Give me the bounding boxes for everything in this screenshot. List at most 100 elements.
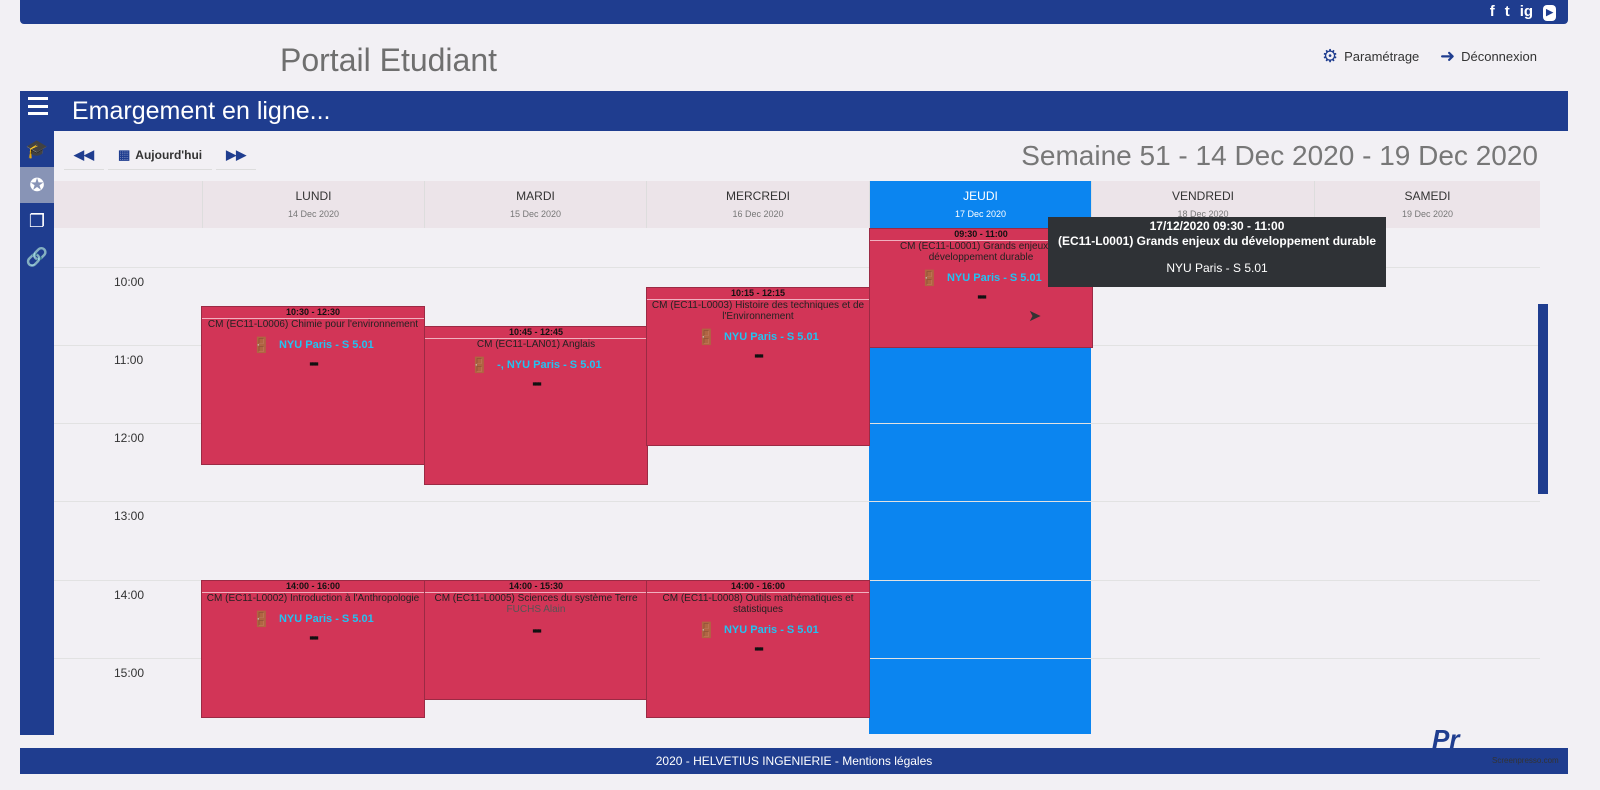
event-room: NYU Paris - S 5.01: [278, 613, 374, 625]
course-event[interactable]: 10:30 - 12:30 CM (EC11-L0006) Chimie pou…: [201, 306, 425, 465]
day-date: 14 Dec 2020: [287, 209, 340, 219]
event-time: 10:15 - 12:15: [647, 288, 869, 300]
course-event[interactable]: 10:45 - 12:45 CM (EC11-LAN01) Anglais 🚪 -…: [424, 326, 648, 485]
tooltip-datetime: 17/12/2020 09:30 - 11:00: [1149, 219, 1285, 233]
day-name: JEUDI: [963, 189, 998, 203]
footer: 2020 - HELVETIUS INGENIERIE - Mentions l…: [20, 748, 1568, 774]
logout-label: Déconnexion: [1461, 49, 1537, 64]
classroom-icon: ▪▪▪: [977, 289, 987, 304]
day-name: MARDI: [516, 189, 555, 203]
time-label: 11:00: [114, 353, 144, 367]
screenpresso-logo-icon: Pr: [1432, 724, 1460, 754]
event-time: 14:00 - 16:00: [647, 581, 869, 593]
instagram-icon[interactable]: ig: [1519, 3, 1534, 20]
menu-icon[interactable]: [28, 97, 48, 115]
course-event[interactable]: 14:00 - 16:00 CM (EC11-L0008) Outils mat…: [646, 580, 870, 718]
tooltip-room: NYU Paris - S 5.01: [1166, 261, 1268, 275]
time-label: 12:00: [114, 431, 145, 445]
page-title: Portail Etudiant: [280, 42, 498, 78]
tooltip-title: (EC11-L0001) Grands enjeux du développem…: [1057, 234, 1377, 248]
event-title: CM (EC11-L0006) Chimie pour l'environnem…: [207, 319, 419, 330]
event-room: NYU Paris - S 5.01: [723, 331, 819, 343]
calendar-toolbar: ◀◀ ▦ Aujourd'hui ▶▶: [64, 140, 257, 170]
classroom-icon: ▪▪▪: [532, 623, 542, 638]
event-room: NYU Paris - S 5.01: [723, 624, 819, 636]
today-label: Aujourd'hui: [135, 147, 203, 162]
event-title: CM (EC11-L0002) Introduction à l'Anthrop…: [206, 593, 420, 604]
classroom-icon: ▪▪▪: [754, 641, 764, 656]
course-event[interactable]: 14:00 - 16:00 CM (EC11-L0002) Introducti…: [201, 580, 425, 718]
event-room: NYU Paris - S 5.01: [278, 339, 374, 351]
day-date: 18 Dec 2020: [1177, 209, 1229, 219]
time-label: 14:00: [114, 588, 145, 602]
course-event[interactable]: 10:15 - 12:15 CM (EC11-L0003) Histoire d…: [646, 287, 870, 446]
event-room: -, NYU Paris - S 5.01: [497, 359, 602, 371]
time-label: 10:00: [114, 275, 145, 289]
classroom-icon: ▪▪▪: [309, 356, 319, 371]
event-time: 10:45 - 12:45: [425, 327, 647, 339]
link-icon[interactable]: 🔗: [25, 246, 49, 267]
classroom-icon: ▪▪▪: [532, 376, 542, 391]
next-week-button[interactable]: ▶▶: [216, 140, 257, 170]
event-title: CM (EC11-L0008) Outils mathématiques et …: [662, 593, 854, 615]
event-time: 10:30 - 12:30: [202, 307, 424, 319]
gear-icon: ⚙: [1322, 46, 1339, 66]
top-bar: f t ig ▶: [20, 0, 1568, 24]
scrollbar[interactable]: [1538, 304, 1548, 494]
logout-icon: ➜: [1440, 46, 1456, 66]
event-title: CM (EC11-L0003) Histoire des techniques …: [651, 300, 865, 322]
day-name: LUNDI: [295, 189, 332, 203]
event-time: 14:00 - 16:00: [202, 581, 424, 593]
watermark-text: Screenpresso.com: [1492, 756, 1559, 765]
facebook-icon[interactable]: f: [1489, 3, 1495, 20]
day-date: 15 Dec 2020: [509, 209, 562, 219]
event-title: CM (EC11-LAN01) Anglais: [476, 339, 596, 350]
event-title: CM (EC11-L0005) Sciences du système Terr…: [434, 593, 638, 604]
time-label: 13:00: [114, 509, 145, 523]
app-title: Emargement en ligne...: [72, 97, 331, 125]
twitter-icon[interactable]: t: [1504, 3, 1510, 20]
documents-icon[interactable]: ❐: [28, 210, 46, 231]
app-bar: Emargement en ligne...: [20, 91, 1568, 131]
day-header-wednesday: MERCREDI 16 Dec 2020: [646, 181, 869, 228]
tooltip-spacer: [1048, 249, 1386, 261]
hour-line: [54, 267, 1540, 268]
door-icon: 🚪: [470, 357, 490, 374]
event-title: CM (EC11-L0001) Grands enjeux du dévelop…: [899, 241, 1063, 263]
door-icon: 🚪: [252, 611, 271, 628]
settings-link[interactable]: ⚙ Paramétrage: [1322, 46, 1419, 67]
time-label: 15:00: [114, 666, 145, 680]
day-header-monday: LUNDI 14 Dec 2020: [202, 181, 424, 228]
door-icon: 🚪: [920, 270, 939, 287]
day-date: 19 Dec 2020: [1401, 209, 1454, 219]
event-tooltip: 17/12/2020 09:30 - 11:00 (EC11-L0001) Gr…: [1048, 217, 1386, 287]
calendar-icon: ▦: [118, 146, 131, 162]
prev-week-button[interactable]: ◀◀: [64, 140, 104, 170]
day-date: 17 Dec 2020: [954, 209, 1007, 219]
settings-label: Paramétrage: [1344, 49, 1420, 64]
youtube-icon[interactable]: ▶: [1543, 5, 1556, 21]
door-icon: 🚪: [697, 329, 716, 346]
day-header-tuesday: MARDI 15 Dec 2020: [424, 181, 646, 228]
event-room: NYU Paris - S 5.01: [946, 272, 1042, 284]
today-button[interactable]: ▦ Aujourd'hui: [108, 140, 213, 170]
watermark: Pr Screenpresso.com: [1432, 716, 1562, 774]
day-name: VENDREDI: [1171, 189, 1234, 203]
week-title: Semaine 51 - 14 Dec 2020 - 19 Dec 2020: [1021, 140, 1538, 171]
header: Portail Etudiant ⚙ Paramétrage ➜ Déconne…: [20, 24, 1568, 91]
day-name: SAMEDI: [1404, 189, 1451, 203]
event-time: 09:30 - 11:00: [870, 229, 1092, 241]
logout-link[interactable]: ➜ Déconnexion: [1440, 46, 1537, 67]
hour-line: [54, 501, 1540, 502]
classroom-icon: ▪▪▪: [309, 630, 319, 645]
calendar-head-corner: [54, 181, 202, 228]
event-time: 14:00 - 15:30: [425, 581, 647, 593]
student-cap-icon[interactable]: 🎓: [25, 138, 49, 159]
course-event[interactable]: 14:00 - 15:30 CM (EC11-L0005) Sciences d…: [424, 580, 648, 700]
day-date: 16 Dec 2020: [732, 209, 784, 219]
side-nav: 🎓 ✪ ❐ 🔗: [20, 131, 54, 735]
social-links: f t ig ▶: [1490, 3, 1556, 21]
award-icon[interactable]: ✪: [20, 167, 54, 203]
classroom-icon: ▪▪▪: [754, 348, 764, 363]
event-teacher: FUCHS Alain: [506, 604, 566, 615]
